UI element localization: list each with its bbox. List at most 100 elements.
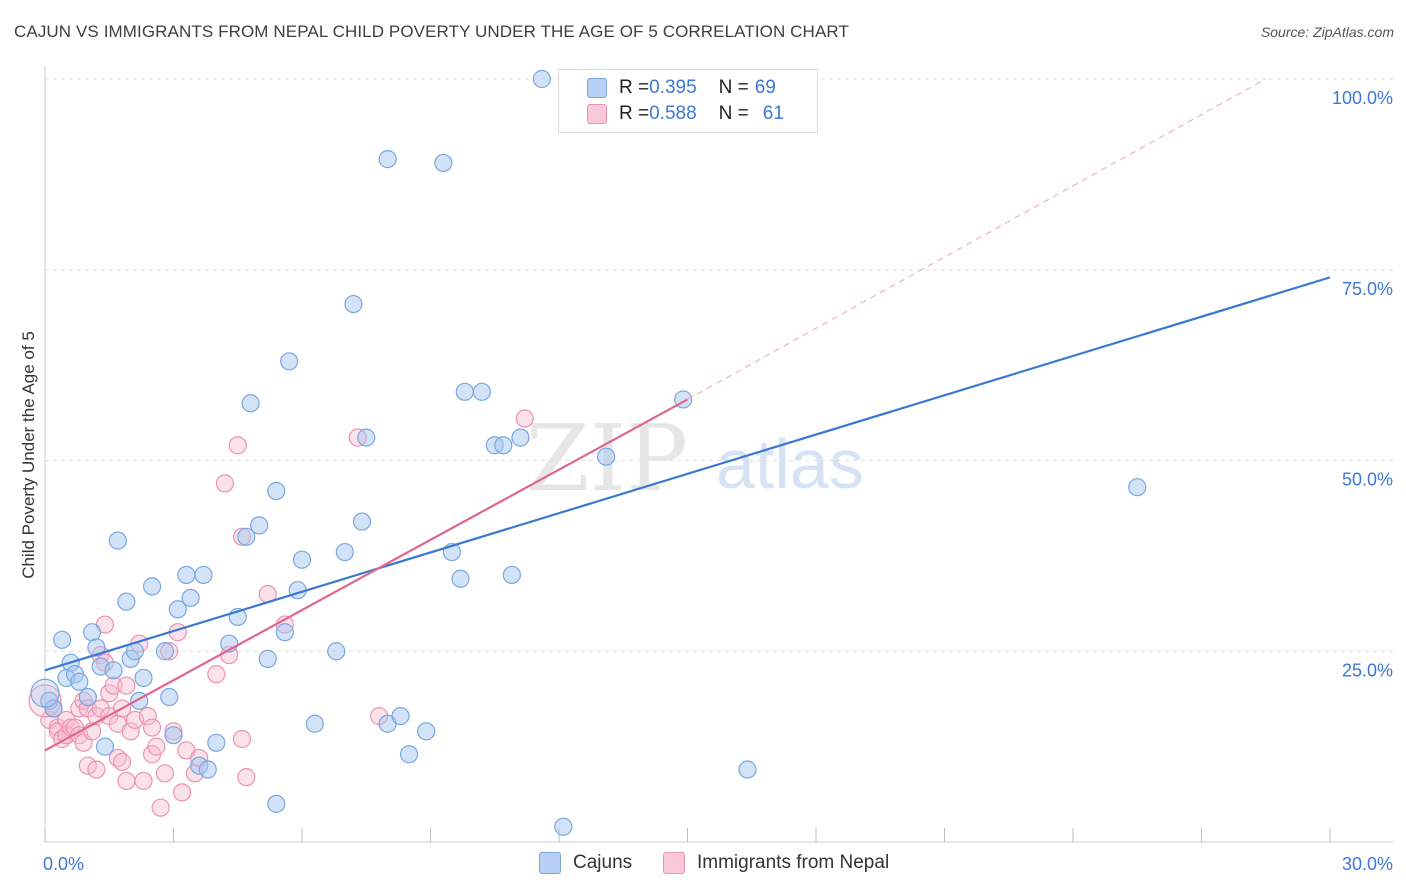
legend-row-cajuns: R = 0.395 N = 69 [587,76,776,100]
data-point-cajuns [267,794,286,813]
data-point-cajuns [104,661,123,680]
data-point-cajuns [292,550,312,569]
data-point-cajuns [258,649,277,668]
trend-line-cajuns [44,276,1331,672]
data-point-cajuns [494,436,513,455]
data-point-nepal [172,783,192,802]
legend-r-label: R = [619,103,650,124]
bottom-legend-swatch-nepal [663,852,685,874]
data-point-cajuns [177,565,196,585]
data-point-nepal [228,436,247,455]
data-point-cajuns [451,569,470,588]
data-point-cajuns [241,394,260,413]
data-point-cajuns [1128,478,1147,497]
bottom-legend-nepal: Immigrants from Nepal [663,852,889,874]
data-point-cajuns [117,592,136,611]
series-cajuns-points [30,69,1147,836]
data-point-cajuns [70,672,89,691]
bottom-legend-cajuns: Cajuns [539,852,632,874]
data-point-nepal [215,474,234,493]
data-point-nepal [515,409,534,428]
data-point-cajuns [142,577,162,596]
legend-n-value: 61 [762,103,784,124]
bottom-legend-label-nepal: Immigrants from Nepal [697,852,890,873]
data-point-cajuns [44,699,63,718]
x-tick-labels: 0.0% 30.0% [43,854,1393,874]
watermark-atlas: atlas [716,425,864,503]
data-point-nepal [237,768,256,787]
data-point-cajuns [511,428,530,447]
grid-lines [45,78,1393,652]
legend-row-nepal: R = 0.588 N = 61 [587,102,784,126]
data-point-cajuns [305,714,324,733]
data-point-nepal [121,722,140,741]
y-axis-label: Child Poverty Under the Age of 5 [19,331,38,579]
data-point-cajuns [181,588,200,607]
data-point-cajuns [250,516,269,535]
data-point-cajuns [164,726,183,745]
data-point-cajuns [597,447,616,466]
data-point-nepal [112,752,132,771]
data-point-cajuns [267,481,286,501]
data-point-cajuns [327,642,346,661]
legend-n-label: N = [718,77,749,98]
data-point-nepal [117,676,136,695]
source-label: Source: ZipAtlas.com [1260,24,1394,40]
data-point-cajuns [134,668,153,688]
trend-lines [44,78,1331,752]
data-point-cajuns [280,352,299,371]
y-tick-label: 25.0% [1342,660,1393,680]
legend-r-value: 0.588 [649,103,697,124]
data-point-cajuns [194,565,213,585]
data-point-nepal [87,760,106,779]
data-point-cajuns [391,707,410,726]
data-point-cajuns [207,733,226,752]
data-point-cajuns [168,600,187,619]
bottom-legend-swatch-cajuns [539,852,561,874]
legend-n-label: N = [718,103,749,124]
data-point-cajuns [554,817,573,836]
data-point-cajuns [738,760,757,779]
data-point-nepal [232,729,252,749]
data-point-cajuns [237,527,256,546]
data-point-cajuns [417,722,436,741]
data-point-cajuns [357,428,376,447]
data-point-cajuns [399,745,419,764]
data-point-nepal [207,665,226,684]
trend-line-nepal-extension [687,78,1266,400]
data-point-cajuns [87,638,106,657]
y-tick-label: 100.0% [1332,88,1393,108]
legend-n-value: 69 [754,77,776,98]
watermark: ZIP atlas [526,405,864,512]
x-tick-label: 30.0% [1342,854,1393,874]
data-point-nepal [147,737,166,756]
legend-r-label: R = [619,77,650,98]
data-point-cajuns [378,150,397,169]
data-point-nepal [151,798,170,817]
data-point-cajuns [108,531,127,550]
data-point-cajuns [352,512,372,531]
data-point-cajuns [472,382,491,401]
legend-swatch-nepal [587,104,607,124]
legend-r-value: 0.395 [649,77,697,98]
bottom-legend: Cajuns Immigrants from Nepal [0,852,1406,878]
bottom-legend-label-cajuns: Cajuns [573,852,633,873]
y-tick-labels: 100.0% 75.0% 50.0% 25.0% [1332,88,1393,680]
data-point-cajuns [95,737,115,756]
data-point-cajuns [344,294,363,314]
data-point-cajuns [532,69,551,89]
data-point-cajuns [335,542,354,562]
legend: R = 0.395 N = 69 R = 0.588 N = 61 [558,69,818,133]
data-point-nepal [134,771,153,791]
data-point-nepal [78,756,97,775]
data-point-cajuns [198,760,217,779]
data-point-cajuns [434,153,453,173]
trend-line-nepal [44,398,689,752]
y-tick-label: 75.0% [1342,279,1393,299]
data-point-cajuns [160,687,179,707]
data-point-cajuns [502,565,521,585]
data-point-cajuns [30,678,60,708]
data-point-cajuns [275,623,294,642]
data-point-cajuns [83,623,102,642]
